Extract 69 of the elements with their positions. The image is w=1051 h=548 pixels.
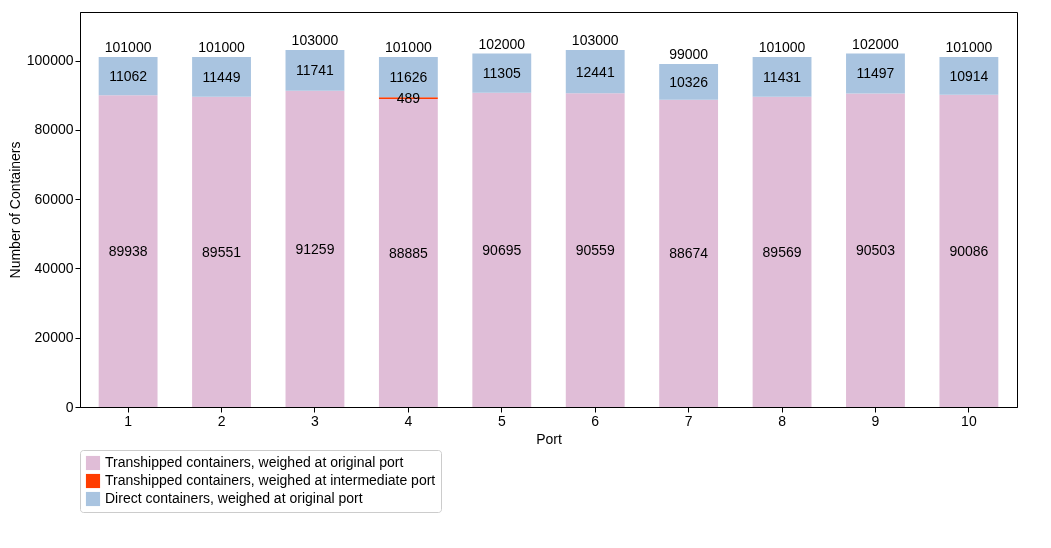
legend-label: Direct containers, weighed at original port <box>105 490 363 506</box>
total-label: 102000 <box>478 35 526 52</box>
total-label: 101000 <box>198 39 246 56</box>
bar <box>98 57 158 96</box>
x-tick-label: 7 <box>684 412 693 429</box>
bar <box>192 96 251 407</box>
data-label: 90503 <box>856 242 896 259</box>
y-tick-label: 80000 <box>34 121 74 138</box>
data-label: 10914 <box>949 67 989 84</box>
y-tick-label: 0 <box>65 398 74 415</box>
data-label: 10326 <box>669 73 709 90</box>
bar <box>939 57 999 95</box>
bar <box>472 92 532 407</box>
bar <box>846 93 905 407</box>
x-tick-label: 10 <box>961 412 977 429</box>
data-label: 12441 <box>575 63 615 80</box>
bar <box>285 90 345 407</box>
bar <box>659 99 719 407</box>
bar <box>565 50 625 94</box>
data-label: 11741 <box>296 62 335 79</box>
data-label: 90559 <box>575 242 615 259</box>
data-label: 11449 <box>202 68 241 85</box>
total-label: 103000 <box>291 32 339 49</box>
bar <box>472 53 532 93</box>
bar <box>565 93 625 407</box>
data-label: 11431 <box>763 68 802 85</box>
bar <box>846 53 905 94</box>
bar <box>752 57 812 97</box>
data-label: 89551 <box>202 243 242 260</box>
total-label: 101000 <box>945 39 993 56</box>
y-tick-label: 100000 <box>26 52 74 69</box>
data-label: 88674 <box>669 245 709 262</box>
x-tick-label: 1 <box>124 412 133 429</box>
data-label: 11305 <box>482 65 521 82</box>
legend-label: Transhipped containers, weighed at intermediate port <box>105 472 436 488</box>
data-label: 90695 <box>482 241 522 258</box>
bar <box>659 63 719 100</box>
total-label: 101000 <box>104 39 152 56</box>
data-label: 90086 <box>949 242 989 259</box>
x-tick-label: 8 <box>778 412 787 429</box>
total-label: 102000 <box>852 35 900 52</box>
data-label: 91259 <box>295 240 335 257</box>
x-tick-label: 6 <box>591 412 600 429</box>
legend-label: Transhipped containers, weighed at original port <box>105 454 404 470</box>
total-label: 103000 <box>571 32 619 49</box>
bar <box>98 95 158 407</box>
y-tick-label: 60000 <box>34 190 74 207</box>
x-tick-label: 5 <box>497 412 506 429</box>
x-tick-label: 3 <box>311 412 320 429</box>
bar <box>285 50 345 91</box>
total-label: 99000 <box>669 45 709 62</box>
data-label: 89938 <box>108 243 148 260</box>
total-label: 101000 <box>385 39 432 56</box>
data-label: 89569 <box>762 243 802 260</box>
x-tick-label: 2 <box>217 412 226 429</box>
x-tick-label: 4 <box>404 412 413 429</box>
y-tick-label: 20000 <box>34 329 74 346</box>
y-tick-label: 40000 <box>34 259 74 276</box>
bar <box>752 96 812 407</box>
data-label: 11062 <box>109 68 148 85</box>
y-axis-title: Number of Containers <box>6 141 23 279</box>
data-label: 11626 <box>389 69 428 86</box>
data-label: 88885 <box>388 245 429 262</box>
x-tick-label: 9 <box>871 412 880 429</box>
bar <box>939 94 999 407</box>
bar <box>192 57 251 97</box>
x-axis-title: Port <box>536 430 562 447</box>
data-label: 11497 <box>856 65 895 82</box>
total-label: 101000 <box>758 39 806 56</box>
